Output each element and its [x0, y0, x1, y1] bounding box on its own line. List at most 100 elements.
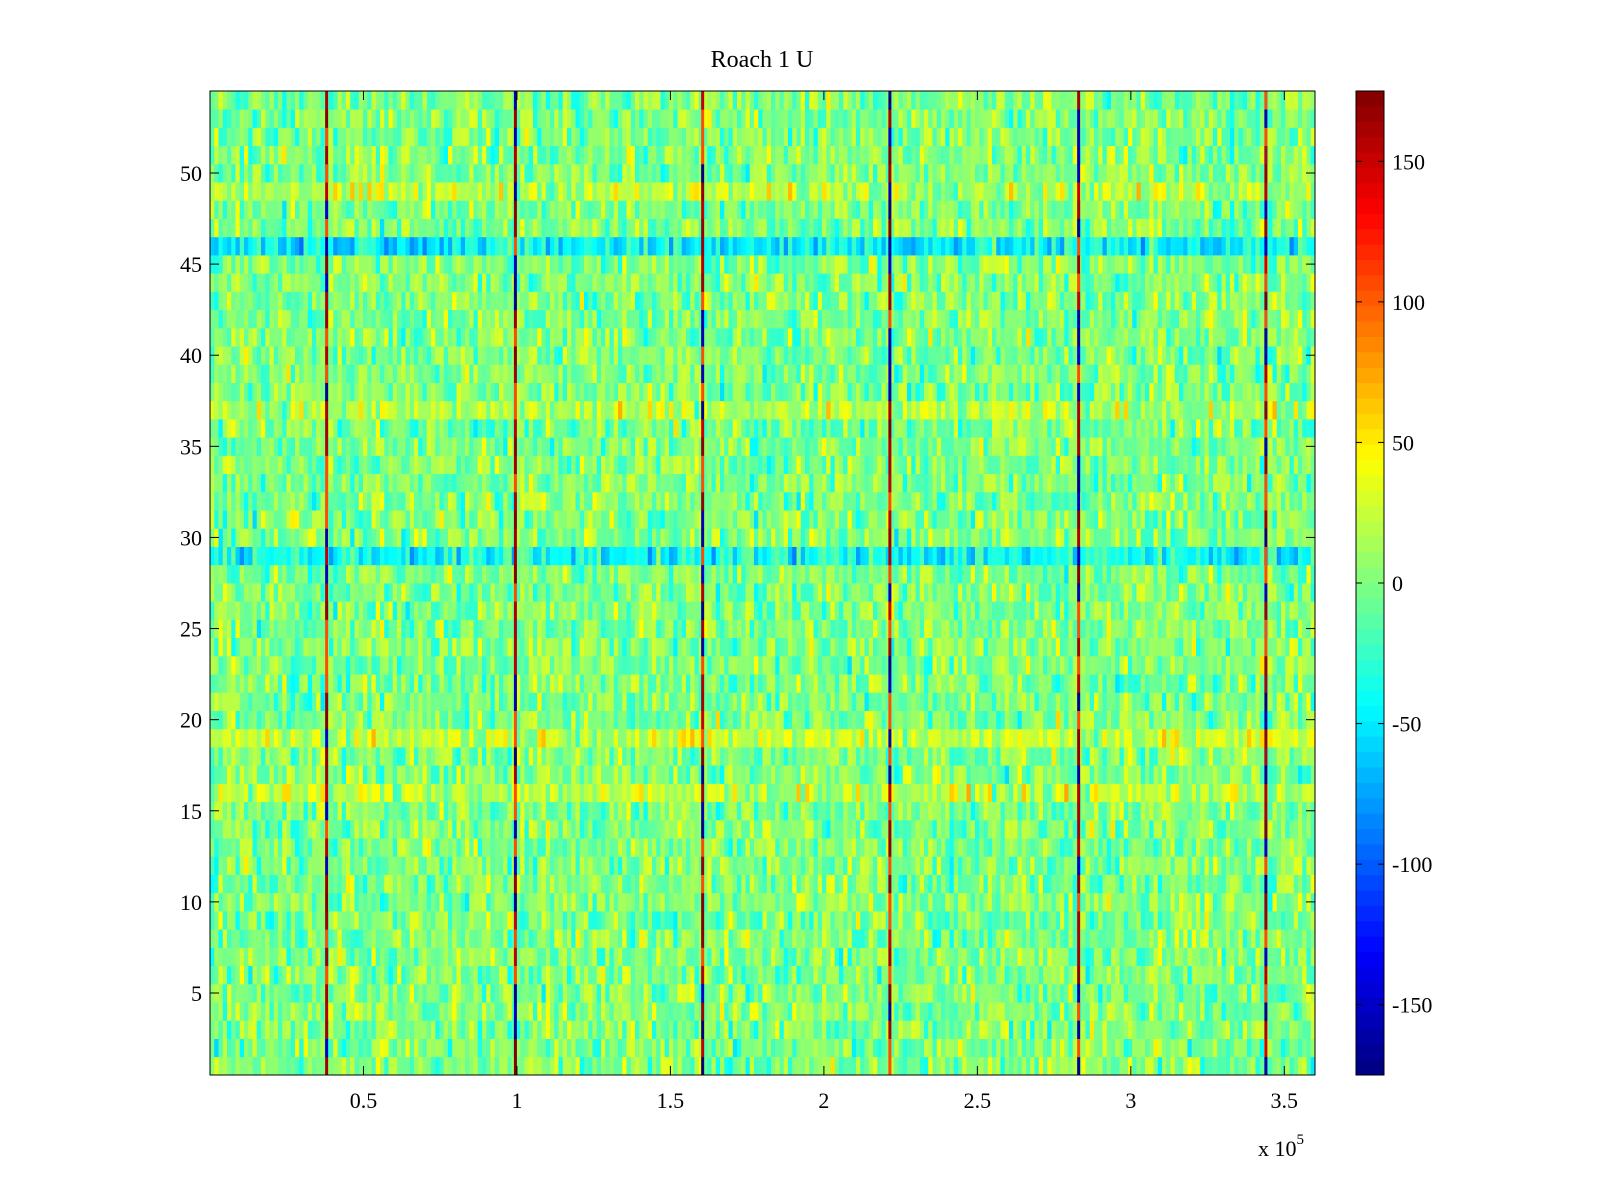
heatmap-cell [1268, 1056, 1273, 1076]
heatmap-cell [1225, 1002, 1231, 1021]
heatmap-cell [1200, 819, 1205, 839]
heatmap-cell [1136, 728, 1142, 748]
heatmap-cell [1208, 765, 1214, 784]
heatmap-cell [397, 765, 402, 784]
heatmap-cell [384, 1002, 389, 1021]
heatmap-cell [805, 783, 810, 803]
heatmap-cell [898, 947, 904, 967]
heatmap-cell [728, 874, 734, 894]
heatmap-cell [448, 728, 453, 748]
heatmap-cell [1013, 911, 1018, 930]
heatmap-cell [1106, 819, 1112, 839]
heatmap-cell [941, 965, 946, 985]
heatmap-cell [592, 819, 598, 839]
heatmap-cell [1208, 728, 1214, 748]
heatmap-cell [333, 1002, 338, 1021]
heatmap-cell [286, 892, 292, 912]
heatmap-cell [1013, 1056, 1018, 1076]
heatmap-cell [949, 1038, 955, 1058]
heatmap-cell [299, 1020, 304, 1039]
heatmap-cell [1285, 929, 1290, 948]
heatmap-cell [562, 892, 568, 912]
heatmap-cell [1085, 1002, 1091, 1021]
heatmap-cell [1242, 765, 1248, 784]
heatmap-cell [809, 983, 814, 1003]
heatmap-cell [754, 947, 759, 967]
heatmap-cell [626, 747, 632, 766]
heatmap-cell [911, 747, 916, 766]
heatmap-cell [613, 874, 619, 894]
heatmap-cell [1251, 947, 1256, 967]
heatmap-cell [528, 838, 534, 857]
heatmap-cell [911, 929, 916, 948]
heatmap-cell [856, 929, 861, 948]
heatmap-cell [711, 892, 717, 912]
heatmap-cell [613, 1056, 619, 1076]
heatmap-cell [1310, 1056, 1316, 1076]
heatmap-cell [754, 838, 759, 857]
heatmap-cell [868, 892, 874, 912]
heatmap-cell [800, 1038, 806, 1058]
heatmap-cell [299, 710, 304, 730]
heatmap-cell [422, 1020, 428, 1039]
heatmap-cell [639, 838, 644, 857]
heatmap-cell [732, 801, 738, 821]
heatmap-cell [244, 819, 249, 839]
heatmap-cell [1089, 965, 1095, 985]
heatmap-cell [851, 911, 857, 930]
heatmap-cell [477, 983, 483, 1003]
heatmap-cell [1030, 1038, 1035, 1058]
heatmap-cell [554, 783, 559, 803]
heatmap-cell [371, 801, 377, 821]
heatmap-cell [915, 1038, 921, 1058]
heatmap-cell [307, 1020, 313, 1039]
heatmap-cell [805, 929, 810, 948]
heatmap-cell [1060, 838, 1065, 857]
heatmap-cell [554, 728, 559, 748]
heatmap-cell [269, 1056, 275, 1076]
heatmap-cell [1043, 1002, 1048, 1021]
heatmap-cell [800, 1056, 806, 1076]
heatmap-cell [613, 983, 619, 1003]
heatmap-cell [418, 819, 423, 839]
heatmap-cell [771, 947, 776, 967]
heatmap-cell [312, 819, 317, 839]
heatmap-cell [435, 911, 440, 930]
heatmap-cell [847, 1020, 853, 1039]
heatmap-cell [252, 838, 258, 857]
heatmap-cell [809, 765, 814, 784]
heatmap-cell [405, 710, 411, 730]
heatmap-cell [329, 1002, 334, 1021]
heatmap-cell [766, 947, 772, 967]
heatmap-cell [405, 929, 411, 948]
heatmap-cell [660, 911, 666, 930]
heatmap-cell [669, 983, 674, 1003]
heatmap-cell [1293, 819, 1299, 839]
heatmap-cell [533, 747, 538, 766]
heatmap-cell [358, 965, 364, 985]
heatmap-cell [949, 801, 955, 821]
heatmap-cell [290, 1038, 296, 1058]
heatmap-cell [503, 929, 508, 948]
heatmap-cell [762, 838, 768, 857]
heatmap-cell [1221, 911, 1227, 930]
heatmap-cell [384, 728, 389, 748]
heatmap-cell [320, 965, 326, 985]
heatmap-cell [1055, 856, 1061, 875]
heatmap-cell [337, 947, 343, 967]
heatmap-cell [796, 983, 802, 1003]
heatmap-cell [609, 856, 615, 875]
heatmap-cell [694, 983, 700, 1003]
heatmap-cell [694, 1020, 700, 1039]
heatmap-cell [278, 710, 283, 730]
heatmap-cell [1306, 1056, 1312, 1076]
heatmap-cell [354, 929, 360, 948]
heatmap-cell [524, 929, 530, 948]
heatmap-cell [392, 1038, 398, 1058]
heatmap-cell [911, 911, 916, 930]
heatmap-cell [350, 1020, 355, 1039]
heatmap-cell [894, 911, 899, 930]
heatmap-cell [320, 947, 326, 967]
heatmap-cell [571, 838, 576, 857]
heatmap-cell [949, 728, 955, 748]
